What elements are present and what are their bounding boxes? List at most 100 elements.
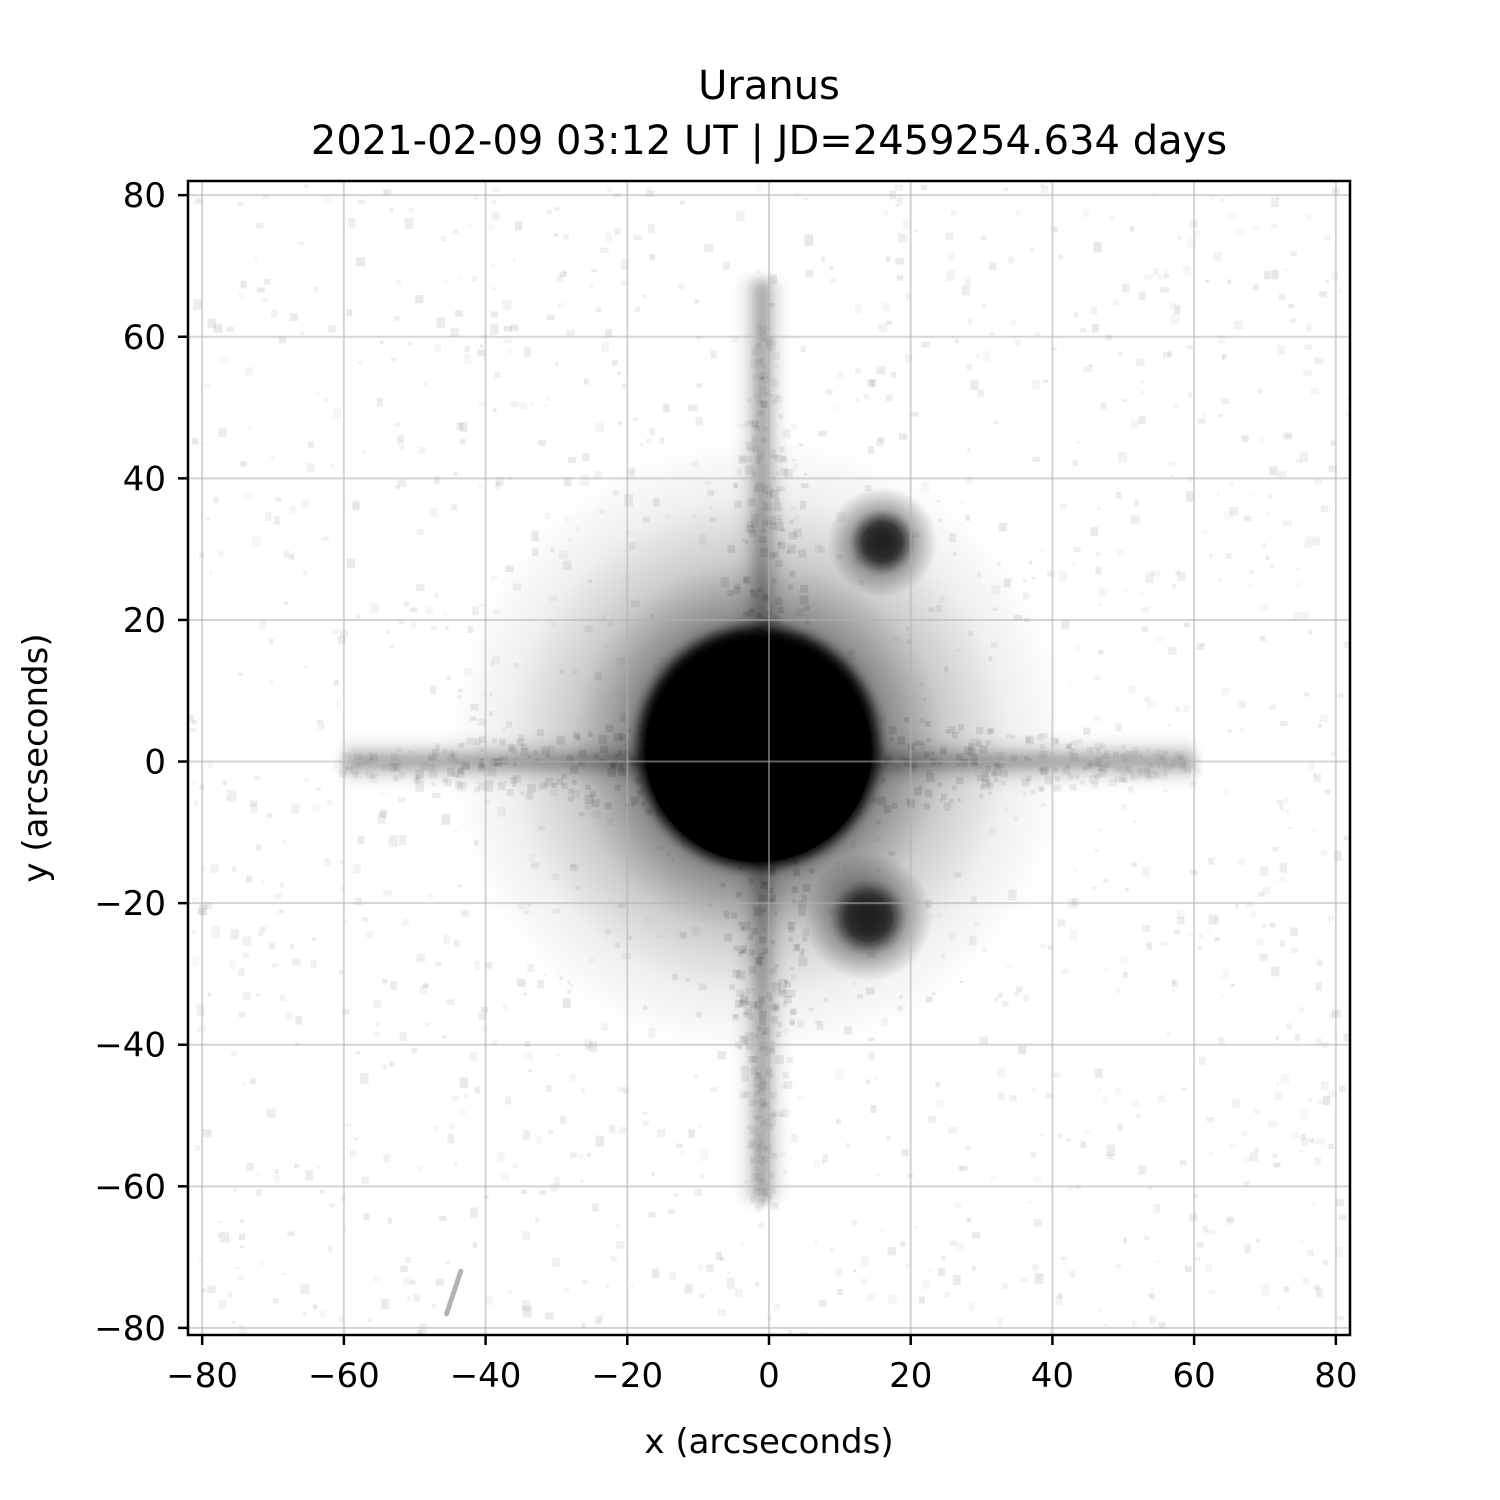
noise-speck xyxy=(209,570,213,575)
noise-speck xyxy=(461,1110,467,1115)
spike-speck xyxy=(753,1148,762,1157)
noise-speck xyxy=(402,918,409,926)
noise-speck xyxy=(830,278,837,283)
noise-speck xyxy=(1337,693,1344,698)
noise-speck xyxy=(435,961,442,967)
noise-speck xyxy=(277,909,283,914)
spike-speck xyxy=(767,1113,775,1121)
noise-speck xyxy=(202,1128,212,1138)
noise-speck xyxy=(868,1052,875,1061)
noise-speck xyxy=(492,408,497,413)
noise-speck xyxy=(1040,549,1044,553)
noise-speck xyxy=(1172,979,1176,984)
noise-speck xyxy=(324,398,329,402)
noise-speck xyxy=(800,345,806,353)
noise-speck xyxy=(390,981,398,991)
noise-speck xyxy=(1102,1097,1109,1105)
chart-title: Uranus xyxy=(698,63,840,109)
noise-speck xyxy=(866,1079,871,1084)
noise-speck xyxy=(510,401,519,408)
noise-speck xyxy=(546,209,552,215)
noise-speck xyxy=(1141,391,1145,394)
noise-speck xyxy=(590,285,594,289)
noise-speck xyxy=(303,571,308,576)
noise-speck xyxy=(1171,313,1179,324)
noise-speck xyxy=(950,210,956,216)
noise-speck xyxy=(229,961,237,969)
noise-speck xyxy=(633,234,642,241)
noise-speck xyxy=(868,446,874,454)
noise-speck xyxy=(316,720,324,725)
noise-speck xyxy=(255,1188,262,1196)
noise-speck xyxy=(888,1295,897,1303)
noise-speck xyxy=(433,476,440,484)
noise-speck xyxy=(833,406,838,410)
noise-speck xyxy=(1261,886,1271,894)
noise-speck xyxy=(459,422,468,433)
noise-speck xyxy=(946,270,955,281)
noise-speck xyxy=(896,197,904,206)
noise-speck xyxy=(1301,612,1309,619)
noise-speck xyxy=(361,917,369,922)
noise-speck xyxy=(1203,529,1209,535)
noise-speck xyxy=(205,384,211,389)
noise-speck xyxy=(543,403,547,407)
noise-speck xyxy=(510,324,519,332)
noise-speck xyxy=(1243,1157,1250,1163)
noise-speck xyxy=(1083,366,1093,373)
noise-speck xyxy=(1227,728,1232,733)
noise-speck xyxy=(1290,318,1297,323)
spike-speck xyxy=(428,754,435,761)
x-tick-label: −80 xyxy=(166,1356,238,1396)
spike-speck xyxy=(759,1098,767,1106)
noise-speck xyxy=(1260,635,1266,642)
noise-speck xyxy=(394,422,401,427)
noise-speck xyxy=(813,1160,820,1168)
noise-speck xyxy=(238,1325,247,1335)
noise-speck xyxy=(954,1203,962,1209)
noise-speck xyxy=(389,1061,395,1067)
noise-speck xyxy=(353,1138,358,1141)
noise-speck xyxy=(1123,1237,1127,1244)
spike-speck xyxy=(1069,752,1079,762)
noise-speck xyxy=(240,280,247,289)
noise-speck xyxy=(303,777,310,782)
noise-speck xyxy=(1119,956,1127,964)
noise-speck xyxy=(1344,641,1350,648)
noise-speck xyxy=(1112,300,1119,305)
noise-speck xyxy=(1120,804,1127,811)
noise-speck xyxy=(1094,1068,1103,1079)
noise-speck xyxy=(1028,560,1033,565)
noise-speck xyxy=(337,635,346,645)
noise-speck xyxy=(489,224,493,230)
noise-speck xyxy=(536,1136,543,1144)
noise-speck xyxy=(1254,1148,1259,1152)
noise-speck xyxy=(567,457,576,463)
noise-speck xyxy=(1057,1293,1063,1299)
noise-speck xyxy=(313,1304,318,1310)
noise-speck xyxy=(242,1083,246,1087)
noise-speck xyxy=(1254,1109,1261,1114)
noise-speck xyxy=(545,1312,554,1320)
noise-speck xyxy=(1240,727,1245,733)
noise-speck xyxy=(253,257,258,260)
noise-speck xyxy=(434,592,439,597)
noise-speck xyxy=(269,942,276,950)
noise-speck xyxy=(1060,503,1067,511)
noise-speck xyxy=(397,479,406,488)
noise-speck xyxy=(617,371,622,375)
noise-speck xyxy=(586,1152,591,1158)
noise-speck xyxy=(1123,972,1128,978)
noise-speck xyxy=(1209,1151,1213,1155)
spike-speck xyxy=(759,377,764,381)
noise-speck xyxy=(851,1219,858,1226)
noise-speck xyxy=(901,1149,909,1157)
noise-speck xyxy=(1109,216,1115,221)
spike-speck xyxy=(753,1094,757,1098)
spike-speck xyxy=(744,421,750,427)
spike-speck xyxy=(1129,751,1138,760)
spike-speck xyxy=(779,1112,784,1117)
noise-speck xyxy=(447,1134,455,1144)
spike-speck xyxy=(396,760,401,766)
spike-speck xyxy=(1120,776,1124,781)
